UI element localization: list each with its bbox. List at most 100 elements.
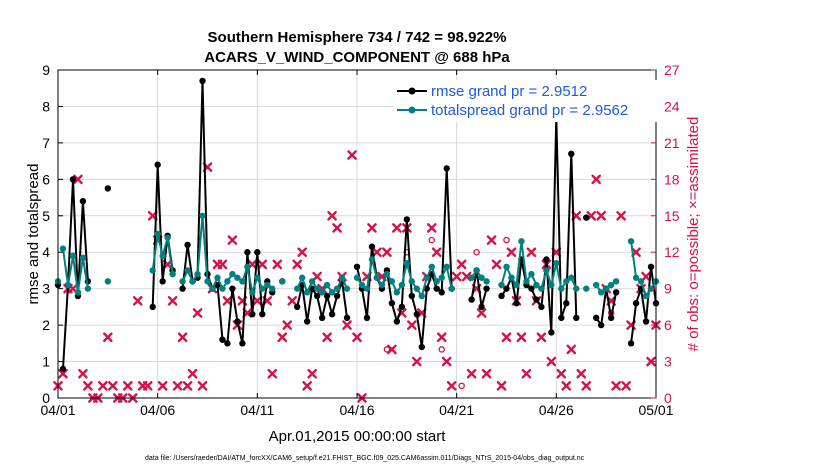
axes: 04/01 04/06 04/11 04/16 04/21 04/26 05/0101234…: [40, 62, 679, 418]
series-rmse-point: [593, 314, 600, 322]
series-rmse-point: [498, 292, 505, 300]
series-spread-point: [279, 278, 286, 285]
obs-assimilated-point: [641, 271, 651, 282]
obs-assimilated-point: [322, 332, 332, 343]
obs-assimilated-point: [297, 247, 307, 258]
series-rmse-point: [179, 285, 186, 292]
series-spread-point: [224, 278, 231, 285]
series-rmse-point: [388, 300, 396, 307]
series-spread-point: [518, 238, 525, 245]
series-spread-point: [607, 281, 615, 289]
series-rmse: [54, 77, 660, 373]
series-rmse-point: [533, 296, 540, 303]
series-spread-point: [468, 274, 475, 281]
series-spread-point: [423, 274, 430, 281]
series-spread-point: [538, 285, 545, 292]
y-tick-label-right: 18: [664, 171, 680, 187]
series-rmse-point: [597, 321, 605, 329]
series-rmse-point: [573, 314, 580, 322]
series-spread-point: [199, 212, 206, 219]
obs-assimilated-point: [426, 223, 437, 233]
y-tick-label-right: 0: [664, 390, 672, 406]
series-rmse-point: [632, 300, 640, 307]
series-rmse-point: [249, 310, 256, 318]
series-rmse-point: [333, 292, 341, 300]
series-spread-point: [353, 274, 361, 281]
obs-assimilated-point: [431, 247, 442, 258]
series-spread-point: [323, 281, 331, 289]
obs-assimilated-point: [556, 368, 567, 379]
obs-possible-point: [473, 248, 480, 256]
obs-assimilated-point: [108, 381, 118, 391]
series-spread-point: [602, 285, 610, 292]
obs-assimilated-point: [392, 223, 402, 233]
series-rmse-point: [563, 300, 570, 307]
series-spread-point: [498, 281, 505, 289]
series-spread-point: [84, 285, 92, 292]
obs-assimilated-point: [621, 381, 631, 391]
series-spread-point: [204, 278, 211, 285]
series-spread-point: [583, 285, 590, 292]
series-spread-point: [523, 278, 530, 285]
series-rmse-point: [69, 176, 77, 183]
obs-assimilated-point: [372, 247, 382, 258]
obs-assimilated-point: [491, 259, 502, 270]
legend-spread-marker: [408, 106, 416, 114]
series-spread-point: [558, 285, 565, 292]
series-rmse-point: [403, 216, 411, 223]
series-spread-point: [264, 281, 271, 289]
series-rmse-point: [418, 343, 425, 351]
series-spread-point: [149, 267, 156, 274]
series-spread-point: [573, 285, 580, 292]
obs-assimilated-point: [481, 368, 492, 379]
series-rmse-point: [254, 249, 261, 256]
series-spread-point: [503, 263, 510, 270]
obs-assimilated-point: [332, 223, 342, 233]
footer-data-file: data file: /Users/raeder/DAI/ATM_forcXX/…: [145, 455, 585, 462]
series-rmse-point: [224, 340, 231, 347]
obs-assimilated-point: [142, 381, 153, 391]
series-spread-point: [513, 281, 520, 289]
obs-assimilated-point: [436, 332, 447, 343]
series-spread-point: [209, 285, 216, 292]
series-spread-point: [338, 274, 346, 281]
series-spread-point: [383, 270, 391, 278]
series-spread-point: [597, 289, 605, 296]
series-rmse-line: [470, 269, 488, 308]
series-spread-point: [74, 289, 82, 296]
series-spread-point: [229, 270, 236, 278]
series-rmse-point: [478, 303, 485, 311]
x-tick-label: 04/01: [40, 402, 75, 418]
obs-assimilated-point: [526, 247, 537, 258]
series-spread-point: [239, 278, 246, 285]
series-spread-point: [543, 267, 550, 274]
series-rmse-point: [313, 292, 321, 300]
obs-possible-point: [438, 346, 445, 353]
obs-assimilated-point: [506, 247, 517, 258]
series-rmse-point: [647, 263, 655, 270]
obs-assimilated-point: [561, 381, 572, 391]
series-rmse-point: [159, 278, 166, 285]
obs-assimilated-point: [521, 368, 532, 379]
y-tick-label-right: 24: [664, 98, 680, 114]
series-rmse-line: [630, 265, 657, 344]
series-rmse-point: [363, 314, 371, 322]
y-tick-label-left: 3: [42, 281, 50, 297]
obs-assimilated-point: [456, 259, 467, 270]
obs-assimilated-point: [282, 320, 293, 330]
obs-assimilated-point: [182, 381, 193, 391]
obs-assimilated-point: [596, 210, 606, 221]
series-spread-point: [308, 278, 316, 285]
series-spread-point: [642, 292, 650, 300]
series-rmse-point: [368, 243, 376, 250]
series-spread-point: [632, 274, 640, 281]
y-tick-label-right: 3: [664, 354, 672, 370]
series-rmse-point: [318, 314, 326, 322]
series-spread-point: [363, 285, 371, 292]
series-spread-point: [528, 270, 535, 278]
obs-assimilated-point: [407, 320, 417, 330]
y-tick-label-right: 21: [664, 135, 680, 151]
obs-possible-point: [458, 382, 465, 390]
series-rmse-point: [303, 318, 311, 325]
series-spread-point: [259, 285, 266, 292]
